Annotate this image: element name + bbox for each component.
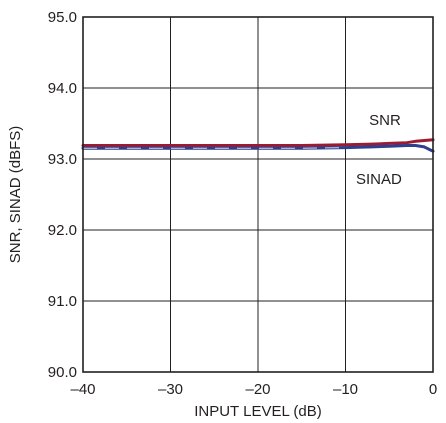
y-tick-label: 93.0 (48, 151, 77, 168)
series-label-snr: SNR (369, 112, 401, 129)
x-tick-label: –30 (158, 381, 183, 398)
series-group (81, 138, 435, 153)
grid-lines (83, 17, 433, 372)
y-tick-label: 90.0 (48, 364, 77, 381)
y-tick-labels: 90.0 91.0 92.0 93.0 94.0 95.0 (48, 9, 77, 381)
x-tick-label: 0 (429, 381, 437, 398)
series-label-sinad: SINAD (356, 171, 402, 188)
plot-frame (82, 16, 434, 373)
y-axis-title: SNR, SINAD (dBFS) (7, 126, 24, 264)
y-tick-label: 92.0 (48, 222, 77, 239)
y-tick-label: 95.0 (48, 9, 77, 26)
x-tick-label: –40 (70, 381, 95, 398)
series-annotations: SNR SINAD (356, 112, 402, 188)
x-tick-labels: –40 –30 –20 –10 0 (70, 381, 437, 398)
y-tick-label: 91.0 (48, 293, 77, 310)
x-axis-title: INPUT LEVEL (dB) (194, 403, 322, 420)
series-line-snr (81, 138, 435, 147)
y-tick-label: 94.0 (48, 80, 77, 97)
x-tick-label: –10 (333, 381, 358, 398)
x-tick-label: –20 (245, 381, 270, 398)
